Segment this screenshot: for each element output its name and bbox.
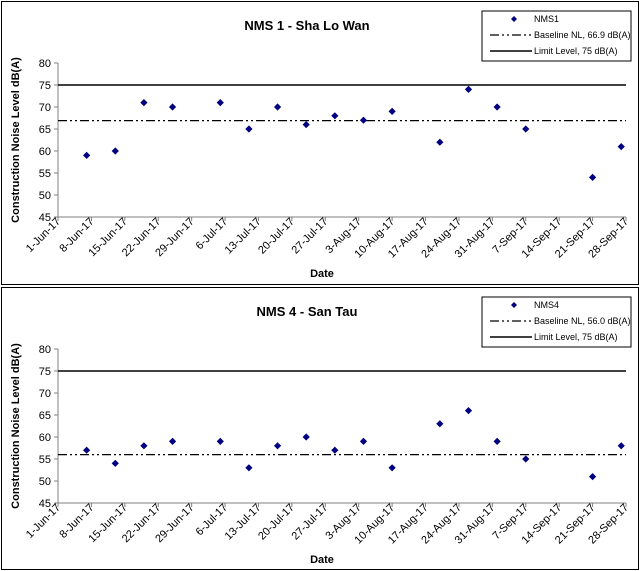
legend-label-limit: Limit Level, 75 dB(A) bbox=[534, 332, 618, 342]
y-tick-label: 50 bbox=[39, 476, 51, 488]
data-point bbox=[331, 112, 339, 120]
data-point bbox=[245, 464, 253, 472]
data-point bbox=[464, 85, 473, 93]
data-point bbox=[111, 147, 119, 155]
y-tick-label: 45 bbox=[39, 498, 51, 510]
data-point bbox=[493, 103, 501, 111]
data-point bbox=[140, 442, 148, 450]
chart-svg-nms1: NMS 1 - Sha Lo Wan Construction Noise Lev… bbox=[10, 10, 632, 280]
chart-panel-nms1: NMS 1 - Sha Lo Wan Construction Noise Lev… bbox=[1, 1, 639, 285]
y-axis-label: Construction Noise Level dB(A) bbox=[10, 343, 22, 509]
y-tick-label: 50 bbox=[39, 190, 51, 202]
y-tick-label: 45 bbox=[39, 212, 51, 224]
data-point bbox=[168, 437, 177, 445]
y-tick-label: 80 bbox=[39, 58, 51, 70]
data-point bbox=[245, 125, 253, 133]
data-point bbox=[588, 473, 597, 481]
chart-svg-nms4: NMS 4 - San Tau Construction Noise Level … bbox=[10, 296, 632, 566]
data-point bbox=[140, 99, 148, 107]
data-point bbox=[273, 442, 282, 450]
legend-label-baseline: Baseline NL, 56.0 dB(A) bbox=[534, 316, 631, 326]
data-point bbox=[216, 437, 224, 445]
legend-label-baseline: Baseline NL, 66.9 dB(A) bbox=[534, 30, 631, 40]
data-point bbox=[436, 420, 444, 428]
y-tick-label: 55 bbox=[39, 168, 51, 180]
y-tick-label: 75 bbox=[39, 80, 51, 92]
y-axis-label: Construction Noise Level dB(A) bbox=[10, 57, 22, 223]
data-point bbox=[273, 103, 282, 111]
data-point bbox=[83, 446, 91, 454]
data-point bbox=[388, 464, 396, 472]
data-point bbox=[302, 121, 310, 129]
chart-title: NMS 4 - San Tau bbox=[257, 304, 358, 319]
x-axis-label: Date bbox=[310, 554, 334, 566]
legend-label-series: NMS1 bbox=[534, 14, 559, 24]
chart-title: NMS 1 - Sha Lo Wan bbox=[244, 18, 369, 33]
data-point bbox=[493, 437, 501, 445]
legend-box bbox=[481, 296, 632, 348]
data-point bbox=[216, 99, 224, 107]
y-tick-label: 80 bbox=[39, 344, 51, 356]
data-point bbox=[388, 107, 396, 115]
data-point bbox=[588, 173, 597, 181]
y-tick-label: 65 bbox=[39, 124, 51, 136]
data-point bbox=[436, 138, 444, 146]
data-point bbox=[302, 433, 310, 441]
legend-marker-series bbox=[511, 16, 517, 22]
y-tick-label: 75 bbox=[39, 366, 51, 378]
data-point bbox=[464, 407, 473, 415]
chart-panel-nms4: NMS 4 - San Tau Construction Noise Level … bbox=[1, 287, 639, 570]
x-tick-label: 27-Jul-17 bbox=[290, 502, 331, 543]
data-point bbox=[168, 103, 177, 111]
data-point bbox=[331, 446, 339, 454]
y-tick-label: 60 bbox=[39, 432, 51, 444]
y-tick-label: 70 bbox=[39, 102, 51, 114]
legend-label-limit: Limit Level, 75 dB(A) bbox=[534, 46, 618, 56]
data-point bbox=[617, 442, 625, 450]
legend-marker-series bbox=[511, 302, 517, 308]
data-point bbox=[522, 125, 530, 133]
data-point bbox=[359, 116, 368, 124]
legend-box bbox=[481, 10, 632, 62]
y-tick-label: 65 bbox=[39, 410, 51, 422]
x-axis-label: Date bbox=[310, 268, 334, 280]
y-tick-label: 55 bbox=[39, 454, 51, 466]
data-point bbox=[617, 143, 625, 151]
y-tick-label: 70 bbox=[39, 388, 51, 400]
data-point bbox=[111, 459, 119, 467]
y-tick-label: 60 bbox=[39, 146, 51, 158]
x-tick-label: 27-Jul-17 bbox=[290, 216, 331, 257]
data-point bbox=[359, 437, 368, 445]
data-point bbox=[522, 455, 530, 463]
data-point bbox=[83, 151, 91, 159]
legend-label-series: NMS4 bbox=[534, 300, 559, 310]
